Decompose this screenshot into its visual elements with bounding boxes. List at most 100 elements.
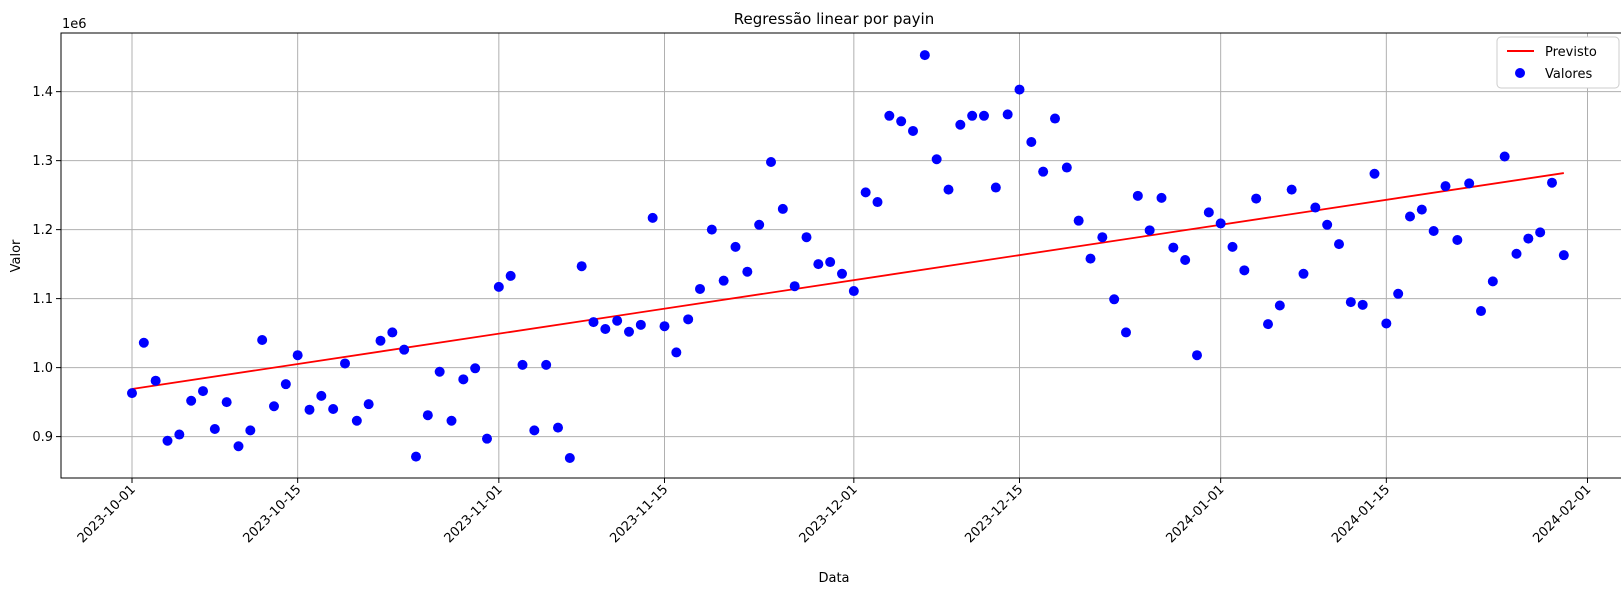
- data-point: [612, 315, 623, 326]
- y-tick-label: 1.4: [32, 85, 53, 100]
- regression-line: [131, 172, 1564, 390]
- data-point: [801, 232, 812, 243]
- data-point: [1286, 184, 1297, 195]
- data-point: [955, 119, 966, 130]
- x-tick-label: 2023-11-15: [607, 482, 671, 546]
- data-point: [1203, 207, 1214, 218]
- data-point: [363, 399, 374, 410]
- data-point: [848, 286, 859, 297]
- y-axis: 0.9 1.0 1.1 1.2 1.3 1.4: [32, 85, 61, 445]
- data-point: [576, 261, 587, 272]
- data-point: [1109, 294, 1120, 305]
- y-tick-label: 1.0: [32, 361, 53, 376]
- y-axis-label: Valor: [9, 239, 24, 272]
- data-point: [884, 110, 895, 121]
- legend-box: [1496, 36, 1620, 89]
- data-point: [1381, 318, 1392, 329]
- data-point: [1085, 253, 1096, 264]
- data-point: [387, 327, 398, 338]
- data-point: [1026, 137, 1037, 148]
- data-point: [1464, 178, 1475, 189]
- x-tick-label: 2023-12-15: [962, 482, 1026, 546]
- chart-title: Regressão linear por payin: [734, 10, 934, 28]
- data-point: [470, 363, 481, 374]
- data-point: [1180, 254, 1191, 265]
- data-point: [1227, 241, 1238, 252]
- y-tick-label: 1.2: [32, 223, 53, 238]
- x-axis: 2023-10-01 2023-10-15 2023-11-01 2023-11-15…: [75, 478, 1594, 546]
- x-tick-label: 2024-02-01: [1530, 482, 1594, 546]
- data-point: [245, 425, 256, 436]
- data-point: [458, 374, 469, 385]
- legend: Previsto Valores: [1496, 36, 1620, 89]
- data-point: [1393, 288, 1404, 299]
- data-point: [588, 317, 599, 328]
- data-point: [1144, 225, 1155, 236]
- data-point: [789, 281, 800, 292]
- data-point: [860, 187, 871, 198]
- y-offset-label: 1e6: [62, 17, 87, 32]
- data-point: [174, 429, 185, 440]
- legend-label-previsto: Previsto: [1545, 45, 1597, 60]
- x-tick-label: 2023-11-01: [442, 482, 506, 546]
- data-point: [979, 110, 989, 121]
- data-point: [1168, 242, 1179, 253]
- data-point: [482, 433, 492, 444]
- data-point: [198, 386, 208, 397]
- data-point: [1523, 233, 1534, 244]
- data-point: [908, 125, 918, 136]
- scatter-points-group: [127, 50, 1569, 463]
- data-point: [446, 415, 457, 426]
- data-point: [1428, 226, 1439, 237]
- y-tick-label: 1.1: [32, 292, 53, 307]
- data-point: [730, 241, 741, 252]
- data-point: [422, 410, 433, 421]
- data-point: [825, 257, 836, 268]
- data-point: [1511, 248, 1522, 259]
- data-point: [1061, 162, 1072, 173]
- data-point: [1263, 319, 1273, 330]
- y-tick-label: 1.3: [32, 154, 53, 169]
- data-point: [718, 275, 729, 286]
- data-point: [127, 388, 137, 399]
- data-point: [990, 182, 1001, 193]
- data-point: [434, 366, 445, 377]
- data-point: [505, 270, 516, 281]
- data-point: [564, 452, 575, 463]
- data-point: [280, 379, 291, 390]
- data-point: [138, 337, 149, 348]
- data-point: [1440, 181, 1451, 192]
- data-point: [1239, 265, 1250, 276]
- data-point: [872, 197, 883, 208]
- data-point: [493, 281, 504, 292]
- data-point: [1038, 166, 1049, 177]
- data-point: [233, 441, 244, 452]
- data-point: [1416, 204, 1427, 215]
- data-point: [257, 335, 268, 346]
- data-point: [659, 321, 670, 332]
- data-point: [1310, 202, 1321, 213]
- grid-lines: [61, 33, 1621, 478]
- data-point: [399, 344, 410, 355]
- data-point: [1251, 193, 1262, 204]
- data-point: [1345, 297, 1356, 308]
- data-point: [209, 424, 220, 435]
- data-point: [1002, 109, 1013, 120]
- data-point: [837, 268, 847, 279]
- data-point: [695, 283, 705, 294]
- data-point: [1014, 84, 1025, 95]
- data-point: [221, 397, 232, 408]
- data-point: [328, 404, 339, 415]
- data-point: [186, 395, 197, 406]
- data-point: [813, 259, 824, 270]
- data-point: [624, 326, 634, 337]
- data-point: [269, 401, 279, 412]
- data-point: [931, 154, 942, 165]
- data-point: [1535, 227, 1546, 238]
- data-point: [754, 219, 765, 230]
- data-point: [943, 184, 954, 195]
- data-point: [1274, 300, 1285, 311]
- data-point: [1192, 350, 1202, 361]
- data-point: [1050, 113, 1060, 124]
